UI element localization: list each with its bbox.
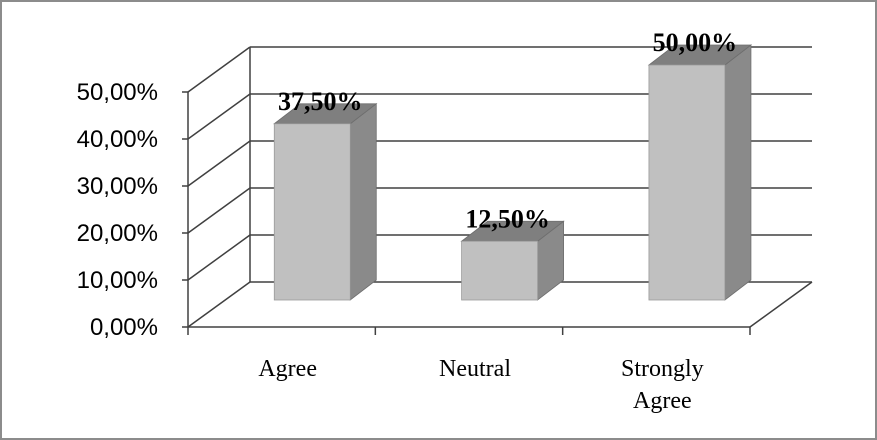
gridline-side	[187, 281, 251, 328]
bar-side	[724, 44, 752, 301]
x-tick-label: Neutral	[439, 356, 511, 382]
bar-side	[349, 102, 377, 301]
y-tick-label: 50,00%	[77, 79, 158, 106]
y-tick-label: 0,00%	[90, 314, 158, 341]
data-label: 37,50%	[278, 87, 363, 116]
y-tick-label: 10,00%	[77, 267, 158, 294]
bar	[648, 64, 726, 301]
x-tick-label: Agree	[633, 388, 692, 414]
y-tick-label: 30,00%	[77, 173, 158, 200]
y-tick-label: 40,00%	[77, 126, 158, 153]
bar	[273, 123, 351, 301]
data-label: 50,00%	[653, 28, 738, 57]
gridline-side	[187, 46, 251, 93]
x-tick-label: Agree	[258, 356, 317, 382]
x-tick-label: Strongly	[621, 356, 704, 382]
y-tick-label: 20,00%	[77, 220, 158, 247]
data-label: 12,50%	[465, 204, 550, 233]
gridline-side	[187, 93, 251, 140]
gridline-side	[187, 234, 251, 281]
gridline-side	[187, 140, 251, 187]
gridline-side	[187, 187, 251, 234]
bar	[461, 240, 539, 301]
floor-right-edge	[749, 281, 813, 328]
